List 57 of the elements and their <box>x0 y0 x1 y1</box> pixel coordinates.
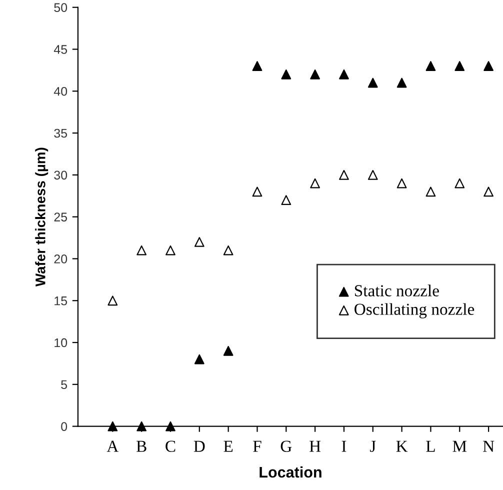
point <box>310 178 320 188</box>
y-tick-label: 35 <box>54 128 68 138</box>
point <box>108 296 118 306</box>
y-tick-label: 50 <box>54 3 68 12</box>
x-tick-label: G <box>280 440 292 452</box>
y-tick-label: 40 <box>54 86 68 96</box>
point <box>194 354 204 364</box>
x-tick-label: F <box>253 440 262 452</box>
y-tick-label: 30 <box>54 170 68 180</box>
point <box>194 237 204 247</box>
y-tick-label: 20 <box>54 254 68 264</box>
x-tick-label: L <box>426 440 435 452</box>
point <box>252 186 262 197</box>
x-tick-label: B <box>136 440 146 452</box>
y-tick-label: 10 <box>54 338 68 348</box>
point <box>426 186 436 197</box>
point <box>136 421 147 432</box>
point <box>166 421 176 432</box>
legend-label: Oscillating nozzle <box>354 303 474 318</box>
point <box>396 178 407 188</box>
legend-label: Static nozzle <box>354 284 439 296</box>
point <box>252 61 262 71</box>
y-tick-label: 15 <box>54 296 68 306</box>
point <box>484 61 494 71</box>
point <box>223 346 234 356</box>
point <box>368 78 378 88</box>
x-tick-label: E <box>224 440 233 452</box>
point <box>368 170 378 180</box>
x-tick-label: C <box>166 440 176 452</box>
x-tick-label: K <box>396 440 408 452</box>
point <box>310 69 320 80</box>
y-tick-label: 45 <box>54 45 68 54</box>
point <box>426 61 436 71</box>
point <box>108 421 118 432</box>
point <box>281 195 292 206</box>
point <box>223 245 234 256</box>
point <box>281 69 292 80</box>
point <box>136 245 147 256</box>
point <box>166 245 176 256</box>
x-tick-label: J <box>370 440 376 452</box>
x-tick-label: I <box>342 440 346 452</box>
x-tick-label: D <box>194 440 205 452</box>
point <box>454 61 465 71</box>
y-tick-label: 0 <box>61 422 68 431</box>
point <box>396 78 407 88</box>
point <box>454 178 465 188</box>
x-tick-label: H <box>310 440 321 452</box>
y-tick-label: 5 <box>61 380 68 390</box>
x-axis-title: Location <box>260 466 322 478</box>
x-tick-label: N <box>483 440 494 452</box>
x-tick-label: M <box>452 440 467 452</box>
point <box>339 69 349 80</box>
point <box>339 170 349 180</box>
y-axis-title: Wafer thickness (µm) <box>35 148 48 287</box>
point <box>484 186 494 197</box>
y-tick-label: 25 <box>54 212 68 222</box>
x-tick-label: A <box>106 440 119 452</box>
